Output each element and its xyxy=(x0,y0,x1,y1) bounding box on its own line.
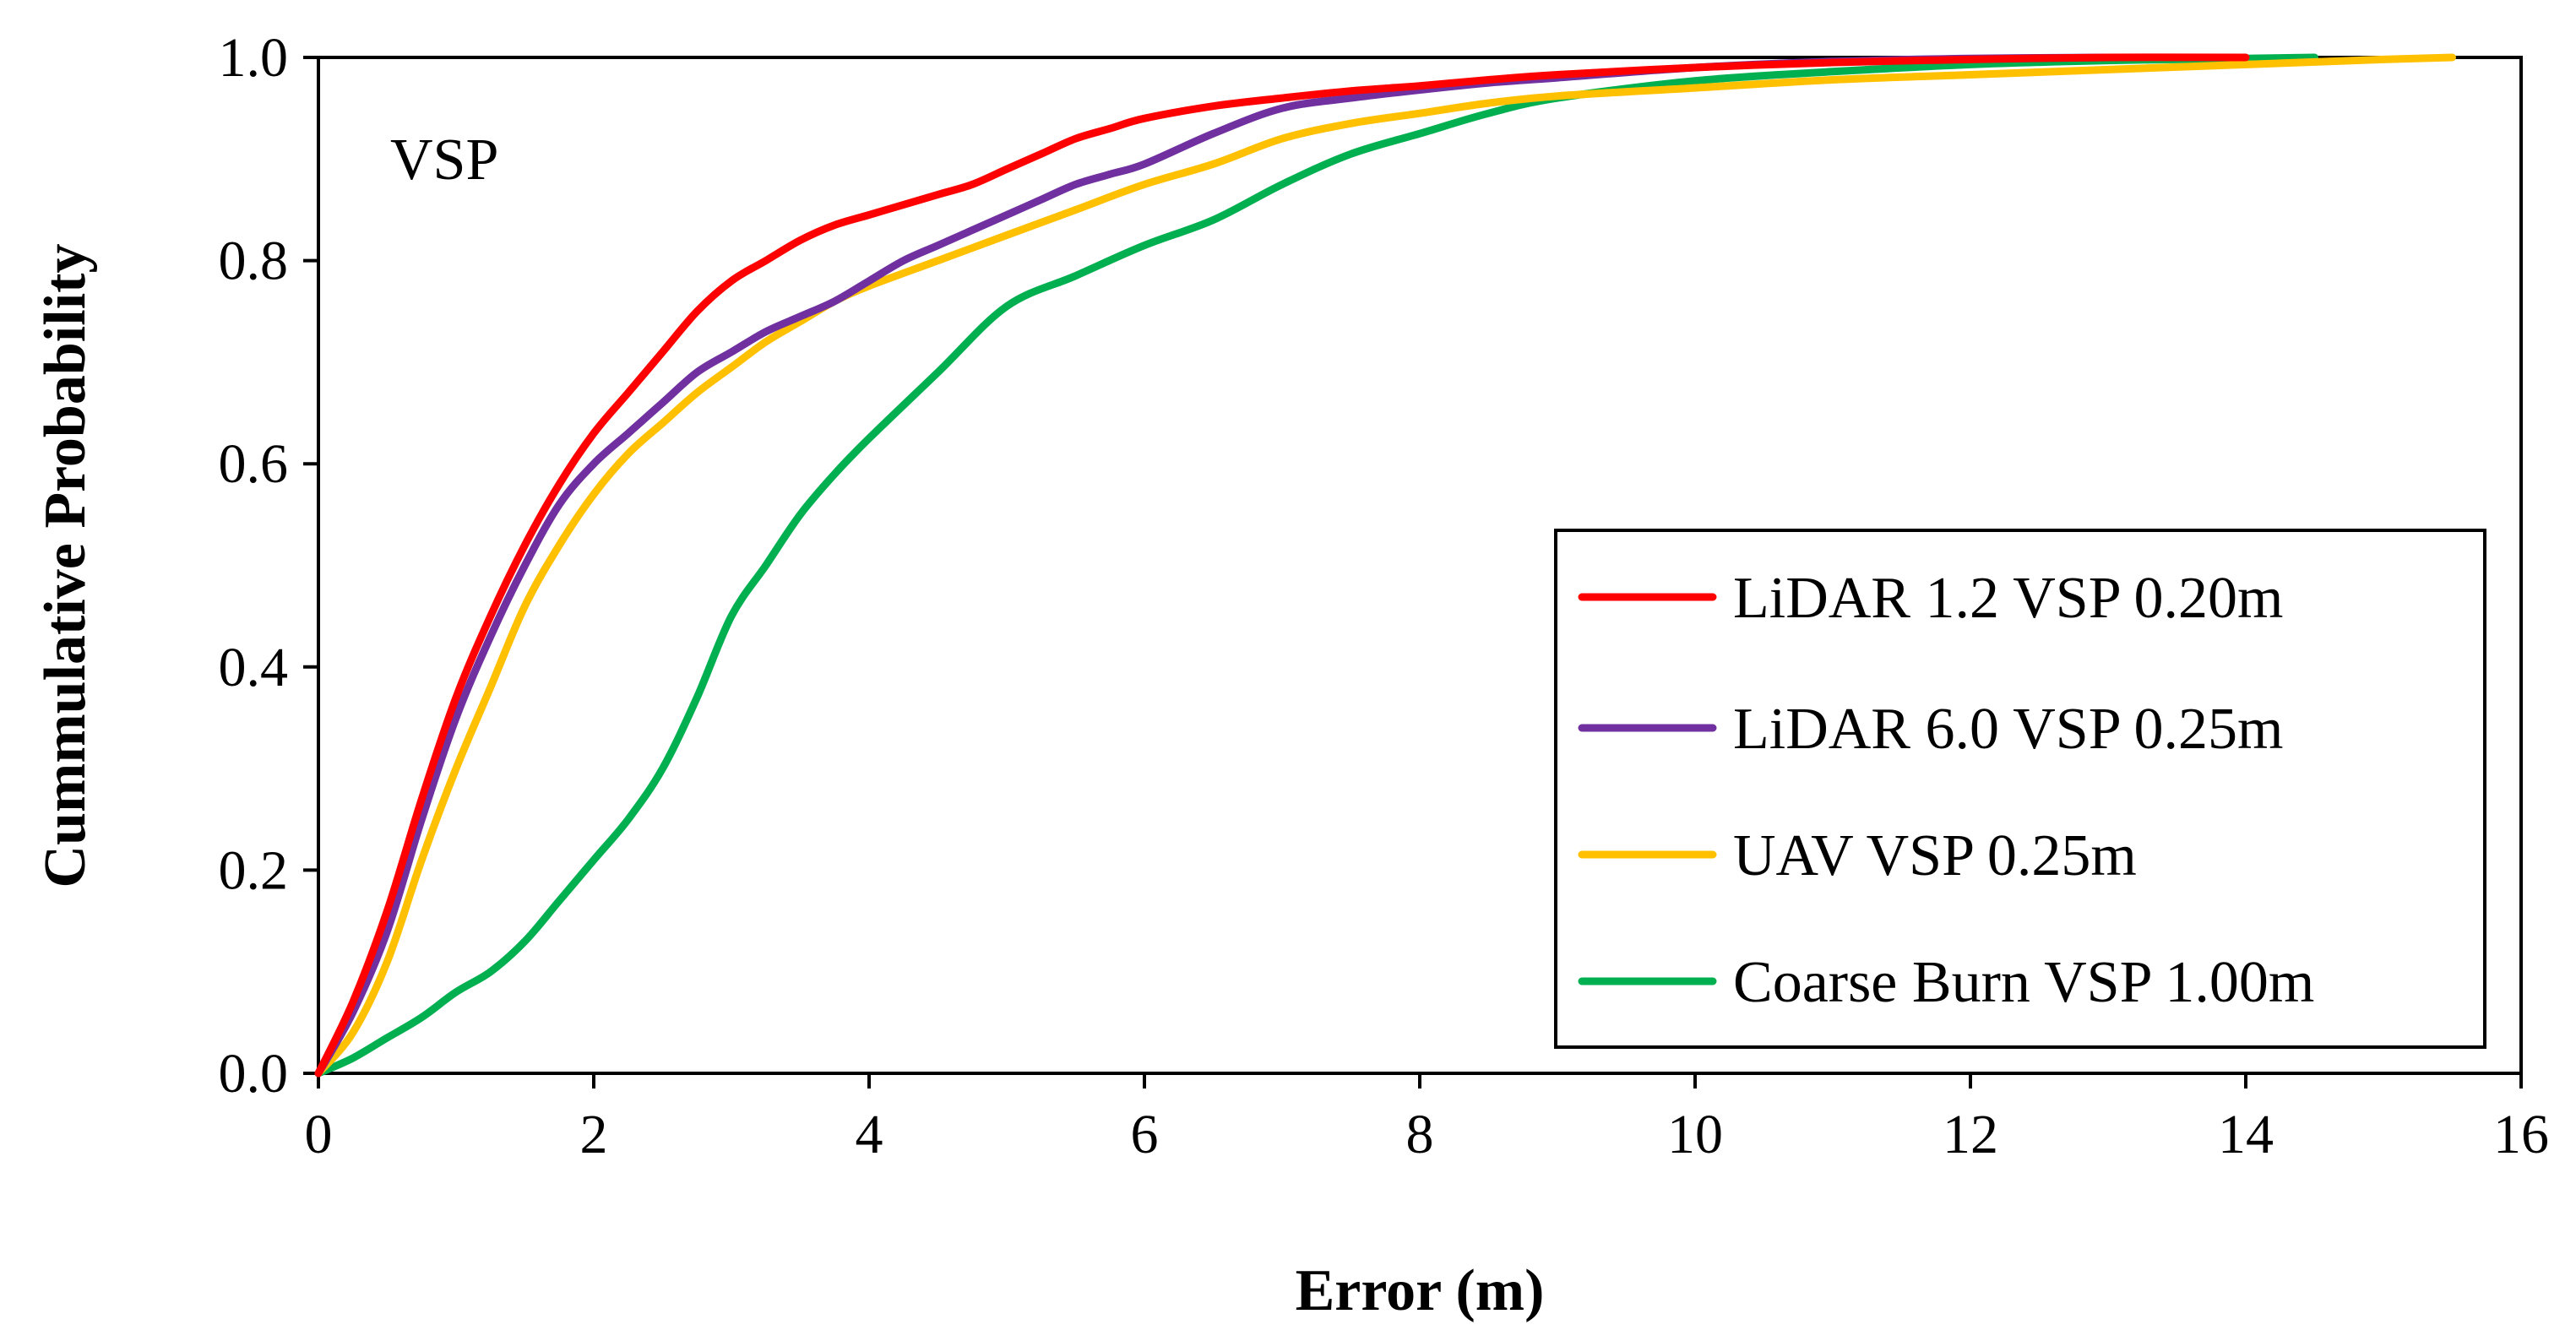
x-axis-title: Error (m) xyxy=(1296,1258,1545,1323)
y-tick-label: 0.6 xyxy=(219,433,289,495)
x-tick-label: 14 xyxy=(2218,1104,2274,1165)
series-lines xyxy=(314,53,2456,1078)
y-tick-label: 0.0 xyxy=(219,1043,289,1105)
legend-box xyxy=(1554,529,2486,1049)
y-tick-label: 0.8 xyxy=(219,231,289,292)
y-tick-label: 0.2 xyxy=(219,839,289,901)
series-line-uav-vsp-0-25m xyxy=(314,53,2456,1078)
y-tick-label: 1.0 xyxy=(219,27,289,89)
x-tick-label: 4 xyxy=(856,1104,883,1165)
legend-label-uav-vsp-0-25m: UAV VSP 0.25m xyxy=(1733,823,2137,888)
x-tick-label: 12 xyxy=(1943,1104,1998,1165)
x-tick-label: 6 xyxy=(1131,1104,1159,1165)
x-axis-ticks: 0 2 4 6 8 10 12 14 16 xyxy=(305,1073,2549,1165)
chart-annotation: VSP xyxy=(390,128,498,193)
legend-label-coarse-burn-vsp-1-00m: Coarse Burn VSP 1.00m xyxy=(1733,950,2314,1015)
legend-label-lidar-1-2-vsp-0-20m: LiDAR 1.2 VSP 0.20m xyxy=(1733,566,2284,631)
series-line-lidar-1-2-vsp-0-20m xyxy=(314,53,2250,1078)
legend-label-lidar-6-0-vsp-0-25m: LiDAR 6.0 VSP 0.25m xyxy=(1733,697,2284,762)
y-tick-label: 0.4 xyxy=(219,637,289,698)
x-tick-label: 8 xyxy=(1406,1104,1434,1165)
y-axis-title: Cummulative Probability xyxy=(33,244,98,888)
x-tick-label: 10 xyxy=(1667,1104,1723,1165)
legend: LiDAR 1.2 VSP 0.20m LiDAR 6.0 VSP 0.25m UA… xyxy=(1554,529,2486,1049)
x-tick-label: 0 xyxy=(305,1104,333,1165)
x-tick-label: 16 xyxy=(2493,1104,2549,1165)
y-axis-ticks: 0.0 0.2 0.4 0.6 0.8 1.0 xyxy=(219,27,318,1105)
x-tick-label: 2 xyxy=(580,1104,608,1165)
series-line-coarse-burn-vsp-1-00m xyxy=(314,53,2318,1078)
